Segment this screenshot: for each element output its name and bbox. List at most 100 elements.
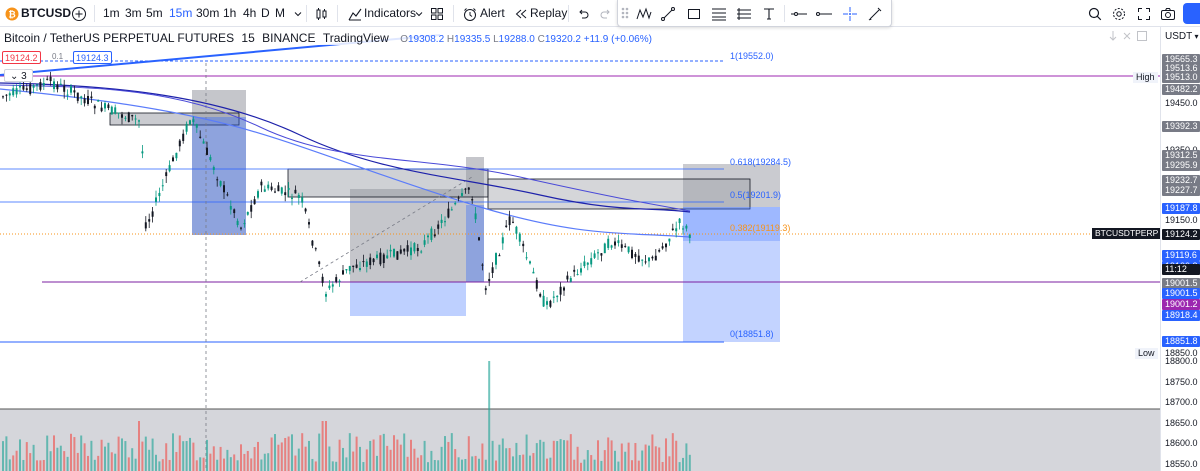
publish-button[interactable]: [1183, 3, 1200, 24]
crosshair-icon[interactable]: [840, 4, 860, 23]
compare-add-symbol-icon[interactable]: [69, 4, 89, 23]
volume-bar: [603, 450, 606, 471]
volume-bar: [318, 433, 321, 471]
timeframe-m[interactable]: M: [275, 6, 285, 20]
volume-bar: [127, 457, 130, 471]
price-tick-label: 18550.0: [1165, 459, 1198, 469]
candle-body: [87, 96, 89, 105]
candle-body: [148, 219, 151, 222]
volume-bar: [593, 459, 596, 471]
timeframe-1m[interactable]: 1m: [103, 6, 120, 20]
alert-button[interactable]: Alert: [480, 6, 505, 20]
volume-bar: [199, 457, 202, 471]
candle-body: [495, 253, 497, 265]
volume-bar: [32, 444, 35, 471]
volume-bar: [274, 434, 276, 471]
volume-bar: [219, 446, 222, 471]
candle-body: [182, 133, 185, 141]
timeframe-30m[interactable]: 30m: [196, 6, 220, 20]
volume-bar: [25, 442, 28, 471]
indicators-button[interactable]: Indicators: [364, 6, 417, 20]
layout-templates-icon[interactable]: [427, 4, 447, 23]
timeframe-1h[interactable]: 1h: [223, 6, 237, 20]
price-chart-svg[interactable]: [0, 27, 1160, 471]
redo-icon[interactable]: [596, 4, 616, 23]
timeframe-15m[interactable]: 15m: [169, 6, 193, 20]
close-icon[interactable]: [1122, 30, 1132, 42]
rectangle-tool-icon[interactable]: [684, 4, 704, 23]
symbol-title[interactable]: Bitcoin / TetherUS PERPETUAL FUTURES: [4, 31, 235, 45]
replay-icon[interactable]: [511, 4, 531, 23]
price-axis-tag: 18851.8: [1162, 336, 1200, 347]
volume-bar: [532, 453, 535, 471]
sell-price-button[interactable]: 19124.2: [2, 51, 41, 64]
candle-body: [464, 188, 467, 190]
candle-body: [63, 85, 66, 92]
volume-bar: [73, 437, 76, 471]
candle-style-icon[interactable]: [311, 4, 331, 23]
chevron-down-icon[interactable]: [288, 4, 308, 23]
volume-bar: [505, 448, 508, 471]
fib-extension-icon[interactable]: [734, 4, 754, 23]
candle-body: [165, 172, 168, 177]
toolbar-divider: [784, 5, 785, 22]
pattern-tool-icon[interactable]: [634, 4, 654, 23]
candle-body: [427, 235, 429, 238]
volume-bar: [359, 446, 361, 471]
replay-button[interactable]: Replay: [530, 6, 568, 20]
candle-body: [267, 184, 270, 189]
high-value: 19335.5: [454, 34, 491, 45]
volume-bar: [311, 458, 314, 471]
gear-icon[interactable]: [1109, 4, 1129, 23]
buy-price-button[interactable]: 19124.3: [73, 51, 112, 64]
volume-bar: [2, 441, 4, 471]
timeframe-5m[interactable]: 5m: [146, 6, 163, 20]
candle-body: [566, 275, 569, 280]
volume-bar: [389, 449, 392, 471]
indicators-icon[interactable]: [345, 4, 365, 23]
fib-retracement-icon[interactable]: [709, 4, 729, 23]
moving-average-line: [0, 82, 691, 213]
candle-body: [406, 245, 409, 252]
chart-canvas[interactable]: Bitcoin / TetherUS PERPETUAL FUTURES 15 …: [0, 27, 1160, 471]
currency-selector[interactable]: USDT ▾: [1165, 31, 1198, 42]
trend-line-icon[interactable]: [658, 4, 678, 23]
candle-body: [668, 238, 671, 242]
candle-body: [481, 264, 484, 266]
symbol-search-button[interactable]: BTCUSD: [21, 6, 71, 20]
undo-icon[interactable]: [573, 4, 593, 23]
candle-body: [454, 202, 457, 205]
volume-bar: [522, 454, 525, 471]
timeframe-4h[interactable]: 4h: [243, 6, 257, 20]
indicators-collapse-toggle[interactable]: ⌄ 3: [4, 69, 33, 82]
chevron-down-icon[interactable]: [409, 4, 429, 23]
volume-bar: [634, 442, 637, 471]
price-scale[interactable]: USDT ▾ 19450.019350.019150.018800.018750…: [1160, 27, 1200, 471]
candle-body: [104, 103, 106, 109]
zone-rectangle: [683, 207, 780, 241]
volume-bar: [427, 462, 429, 471]
text-tool-icon[interactable]: [759, 4, 779, 23]
timeframe-d[interactable]: D: [261, 6, 270, 20]
candle-body: [250, 205, 253, 212]
volume-bar: [29, 453, 32, 471]
horizontal-line-icon[interactable]: [814, 4, 834, 23]
candle-body: [141, 151, 144, 154]
top-toolbar: ₿ BTCUSD 1m 3m 5m 15m 30m 1h 4h D M Indi…: [0, 0, 1200, 27]
brush-tool-icon[interactable]: [865, 4, 885, 23]
search-icon[interactable]: [1085, 4, 1105, 23]
maximize-icon[interactable]: [1136, 30, 1148, 42]
volume-bar: [382, 433, 385, 471]
arrow-down-icon[interactable]: [1108, 30, 1118, 42]
candle-body: [280, 187, 283, 194]
timeframe-3m[interactable]: 3m: [125, 6, 142, 20]
fullscreen-icon[interactable]: [1134, 4, 1154, 23]
alert-clock-icon[interactable]: [460, 4, 480, 23]
camera-icon[interactable]: [1158, 4, 1178, 23]
candle-body: [355, 264, 358, 268]
candle-body: [53, 81, 55, 89]
price-axis-tag: 19565.3: [1162, 54, 1200, 65]
horizontal-ray-icon[interactable]: [789, 4, 809, 23]
candle-body: [515, 226, 518, 234]
volume-bar: [518, 455, 521, 471]
